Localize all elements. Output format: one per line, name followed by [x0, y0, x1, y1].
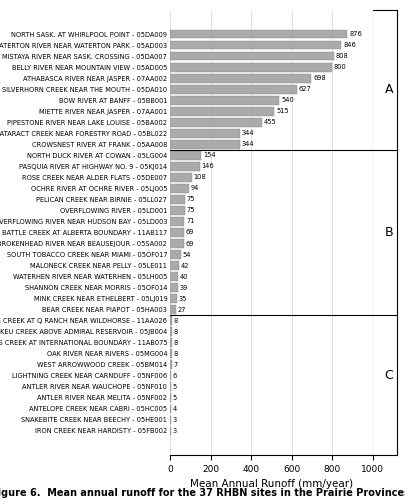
Bar	[170, 404, 171, 413]
Bar	[170, 306, 176, 314]
Text: 846: 846	[343, 42, 356, 48]
Text: 146: 146	[201, 164, 214, 170]
Bar	[170, 262, 179, 270]
Text: 627: 627	[298, 86, 311, 92]
Bar	[170, 152, 201, 160]
Text: 800: 800	[334, 64, 346, 70]
Bar	[170, 360, 171, 368]
Bar	[170, 394, 171, 402]
Bar	[170, 130, 240, 138]
Text: C: C	[384, 369, 393, 382]
Text: 3: 3	[172, 416, 177, 422]
Bar	[170, 162, 200, 170]
Bar	[170, 250, 181, 258]
Bar	[170, 140, 240, 148]
Bar	[170, 174, 192, 182]
Text: 27: 27	[177, 306, 185, 312]
Bar	[170, 196, 185, 203]
Text: 39: 39	[180, 284, 188, 290]
Text: 8: 8	[173, 328, 177, 334]
Text: 540: 540	[281, 98, 294, 103]
Bar	[170, 184, 189, 192]
Text: 5: 5	[173, 384, 177, 390]
Text: Figure 6.  Mean annual runoff for the 37 RHBN sites in the Prairie Provinces.: Figure 6. Mean annual runoff for the 37 …	[0, 488, 405, 498]
Text: 344: 344	[241, 142, 254, 148]
Text: 515: 515	[276, 108, 289, 114]
Bar	[170, 272, 178, 280]
Bar	[170, 74, 311, 82]
Text: 698: 698	[313, 76, 326, 82]
Text: B: B	[384, 226, 393, 239]
Text: 69: 69	[185, 240, 194, 246]
Text: 344: 344	[241, 130, 254, 136]
Text: 154: 154	[203, 152, 215, 158]
Bar	[170, 284, 178, 292]
Text: 8: 8	[173, 350, 177, 356]
Text: 75: 75	[187, 196, 195, 202]
Text: 108: 108	[194, 174, 206, 180]
Text: A: A	[385, 83, 393, 96]
Text: 40: 40	[180, 274, 188, 280]
Bar	[170, 382, 171, 390]
Bar	[170, 218, 184, 226]
Bar	[170, 338, 172, 346]
Text: 455: 455	[264, 120, 277, 126]
Text: 3: 3	[172, 428, 177, 434]
Text: 876: 876	[349, 32, 362, 38]
Text: 7: 7	[173, 362, 177, 368]
Bar	[170, 416, 171, 424]
Bar	[170, 294, 177, 302]
Bar	[170, 86, 297, 94]
Bar	[170, 41, 341, 50]
Bar	[170, 328, 172, 336]
Bar	[170, 316, 172, 324]
Text: 94: 94	[191, 186, 199, 192]
Bar	[170, 118, 262, 126]
Text: 71: 71	[186, 218, 194, 224]
Text: 69: 69	[185, 230, 194, 235]
Bar	[170, 64, 332, 72]
Bar	[170, 30, 347, 38]
Bar	[170, 240, 184, 248]
Text: 35: 35	[179, 296, 187, 302]
Text: 8: 8	[173, 340, 177, 345]
Bar	[170, 228, 184, 236]
Text: 6: 6	[173, 372, 177, 378]
Bar	[170, 206, 185, 214]
Bar	[170, 426, 171, 435]
X-axis label: Mean Annual Runoff (mm/year): Mean Annual Runoff (mm/year)	[190, 480, 353, 490]
Bar	[170, 372, 171, 380]
Text: 5: 5	[173, 394, 177, 400]
Text: 8: 8	[173, 318, 177, 324]
Text: 75: 75	[187, 208, 195, 214]
Text: 54: 54	[183, 252, 191, 258]
Bar	[170, 96, 279, 104]
Text: 4: 4	[173, 406, 177, 411]
Bar	[170, 52, 334, 60]
Text: 808: 808	[335, 54, 348, 60]
Text: 42: 42	[180, 262, 189, 268]
Bar	[170, 350, 172, 358]
Bar	[170, 108, 275, 116]
